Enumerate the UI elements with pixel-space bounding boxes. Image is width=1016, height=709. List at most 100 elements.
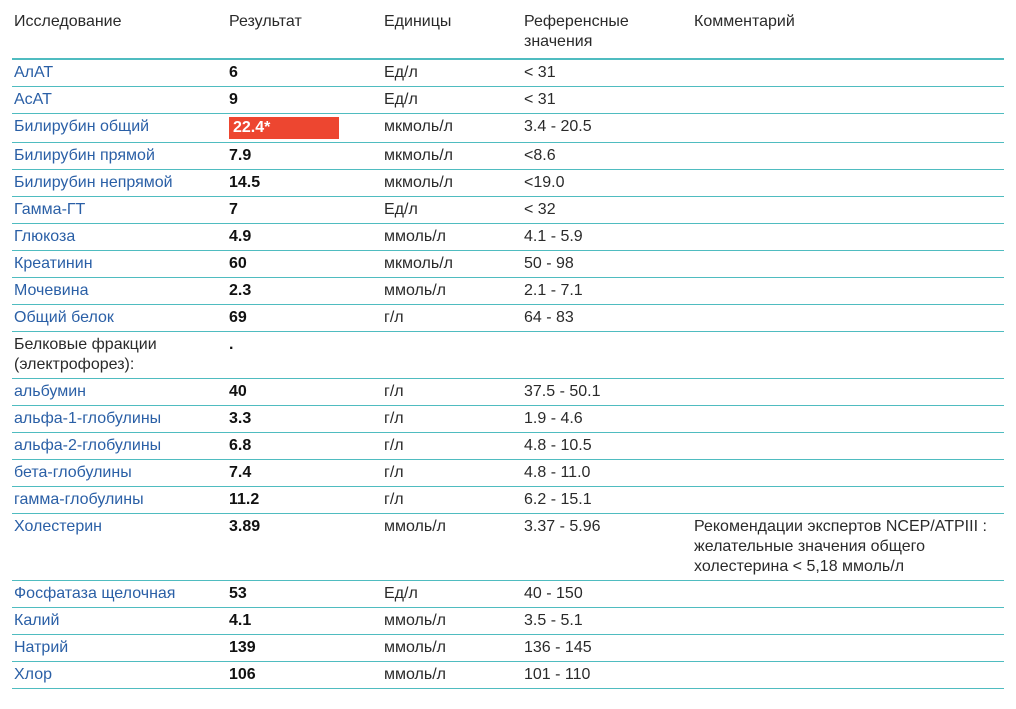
analyte-link[interactable]: Хлор bbox=[14, 666, 52, 683]
cell-comment bbox=[692, 305, 1004, 332]
cell-reference: 4.8 - 11.0 bbox=[522, 460, 692, 487]
cell-result: 2.3 bbox=[227, 278, 382, 305]
cell-result: . bbox=[227, 332, 382, 379]
cell-reference: < 31 bbox=[522, 87, 692, 114]
cell-result: 22.4* bbox=[227, 114, 382, 143]
analyte-link[interactable]: Креатинин bbox=[14, 255, 93, 272]
cell-name: Общий белок bbox=[12, 305, 227, 332]
cell-name: АлАТ bbox=[12, 59, 227, 87]
cell-units: мкмоль/л bbox=[382, 114, 522, 143]
analyte-link[interactable]: Билирубин непрямой bbox=[14, 174, 173, 191]
table-row: гамма-глобулины11.2г/л6.2 - 15.1 bbox=[12, 487, 1004, 514]
analyte-link[interactable]: АлАТ bbox=[14, 64, 53, 81]
cell-reference: 136 - 145 bbox=[522, 635, 692, 662]
table-row: Хлор106ммоль/л101 - 110 bbox=[12, 662, 1004, 689]
analyte-link[interactable]: гамма-глобулины bbox=[14, 491, 144, 508]
result-value: 4.9 bbox=[229, 228, 251, 245]
cell-name: Белковые фракции (электрофорез): bbox=[12, 332, 227, 379]
analyte-link[interactable]: Фосфатаза щелочная bbox=[14, 585, 175, 602]
cell-comment bbox=[692, 379, 1004, 406]
table-row: Билирубин непрямой14.5мкмоль/л<19.0 bbox=[12, 170, 1004, 197]
result-value: 106 bbox=[229, 666, 256, 683]
table-header-row: Исследование Результат Единицы Референсн… bbox=[12, 8, 1004, 59]
cell-name: Билирубин непрямой bbox=[12, 170, 227, 197]
cell-comment bbox=[692, 662, 1004, 689]
result-value: 4.1 bbox=[229, 612, 251, 629]
col-header-result: Результат bbox=[227, 8, 382, 59]
cell-result: 3.3 bbox=[227, 406, 382, 433]
cell-units: мкмоль/л bbox=[382, 251, 522, 278]
cell-name: Гамма-ГТ bbox=[12, 197, 227, 224]
table-row: альфа-2-глобулины 6.8 г/л4.8 - 10.5 bbox=[12, 433, 1004, 460]
cell-reference: <19.0 bbox=[522, 170, 692, 197]
analyte-link[interactable]: альбумин bbox=[14, 383, 86, 400]
cell-reference: 1.9 - 4.6 bbox=[522, 406, 692, 433]
table-row: АсАТ9Ед/л< 31 bbox=[12, 87, 1004, 114]
cell-result: 11.2 bbox=[227, 487, 382, 514]
cell-result: 7.9 bbox=[227, 143, 382, 170]
analyte-link[interactable]: Мочевина bbox=[14, 282, 88, 299]
analyte-link[interactable]: Билирубин прямой bbox=[14, 147, 155, 164]
cell-comment bbox=[692, 87, 1004, 114]
result-flagged: 22.4* bbox=[229, 117, 339, 139]
cell-reference: < 31 bbox=[522, 59, 692, 87]
cell-comment bbox=[692, 332, 1004, 379]
result-value: 7.9 bbox=[229, 147, 251, 164]
result-value: 139 bbox=[229, 639, 256, 656]
result-value: 3.89 bbox=[229, 518, 260, 535]
table-row: Фосфатаза щелочная53Ед/л40 - 150 bbox=[12, 581, 1004, 608]
cell-comment bbox=[692, 224, 1004, 251]
analyte-link[interactable]: Холестерин bbox=[14, 518, 102, 535]
cell-result: 14.5 bbox=[227, 170, 382, 197]
table-row: Мочевина2.3ммоль/л2.1 - 7.1 bbox=[12, 278, 1004, 305]
analyte-link[interactable]: альфа-2-глобулины bbox=[14, 437, 161, 454]
cell-result: 9 bbox=[227, 87, 382, 114]
cell-result: 6 bbox=[227, 59, 382, 87]
cell-result: 106 bbox=[227, 662, 382, 689]
result-value: 53 bbox=[229, 585, 247, 602]
analyte-link[interactable]: Натрий bbox=[14, 639, 68, 656]
cell-comment bbox=[692, 635, 1004, 662]
analyte-link[interactable]: бета-глобулины bbox=[14, 464, 132, 481]
cell-result: 4.9 bbox=[227, 224, 382, 251]
table-row: Общий белок69г/л64 - 83 bbox=[12, 305, 1004, 332]
cell-reference: 3.37 - 5.96 bbox=[522, 514, 692, 581]
cell-result: 69 bbox=[227, 305, 382, 332]
analyte-link[interactable]: Билирубин общий bbox=[14, 118, 149, 135]
analyte-link[interactable]: АсАТ bbox=[14, 91, 52, 108]
result-value: 6.8 bbox=[229, 437, 251, 454]
col-header-comment: Комментарий bbox=[692, 8, 1004, 59]
cell-reference: 2.1 - 7.1 bbox=[522, 278, 692, 305]
cell-name: Калий bbox=[12, 608, 227, 635]
cell-reference: 4.1 - 5.9 bbox=[522, 224, 692, 251]
cell-name: Холестерин bbox=[12, 514, 227, 581]
cell-units: ммоль/л bbox=[382, 662, 522, 689]
analyte-link[interactable]: Глюкоза bbox=[14, 228, 75, 245]
cell-reference: 6.2 - 15.1 bbox=[522, 487, 692, 514]
cell-comment bbox=[692, 114, 1004, 143]
cell-reference: 40 - 150 bbox=[522, 581, 692, 608]
analyte-link[interactable]: Гамма-ГТ bbox=[14, 201, 85, 218]
analyte-link[interactable]: Калий bbox=[14, 612, 59, 629]
cell-reference: <8.6 bbox=[522, 143, 692, 170]
cell-units: Ед/л bbox=[382, 59, 522, 87]
cell-result: 7.4 bbox=[227, 460, 382, 487]
cell-reference: 3.4 - 20.5 bbox=[522, 114, 692, 143]
cell-name: Глюкоза bbox=[12, 224, 227, 251]
cell-name: альбумин bbox=[12, 379, 227, 406]
cell-units: г/л bbox=[382, 433, 522, 460]
cell-result: 7 bbox=[227, 197, 382, 224]
table-row: Белковые фракции (электрофорез):. bbox=[12, 332, 1004, 379]
result-value: 3.3 bbox=[229, 410, 251, 427]
analyte-link[interactable]: альфа-1-глобулины bbox=[14, 410, 161, 427]
cell-units: г/л bbox=[382, 406, 522, 433]
cell-units: Ед/л bbox=[382, 197, 522, 224]
cell-reference bbox=[522, 332, 692, 379]
analyte-link[interactable]: Общий белок bbox=[14, 309, 114, 326]
cell-reference: 4.8 - 10.5 bbox=[522, 433, 692, 460]
cell-result: 60 bbox=[227, 251, 382, 278]
cell-units: ммоль/л bbox=[382, 514, 522, 581]
cell-units bbox=[382, 332, 522, 379]
cell-result: 3.89 bbox=[227, 514, 382, 581]
cell-comment bbox=[692, 406, 1004, 433]
